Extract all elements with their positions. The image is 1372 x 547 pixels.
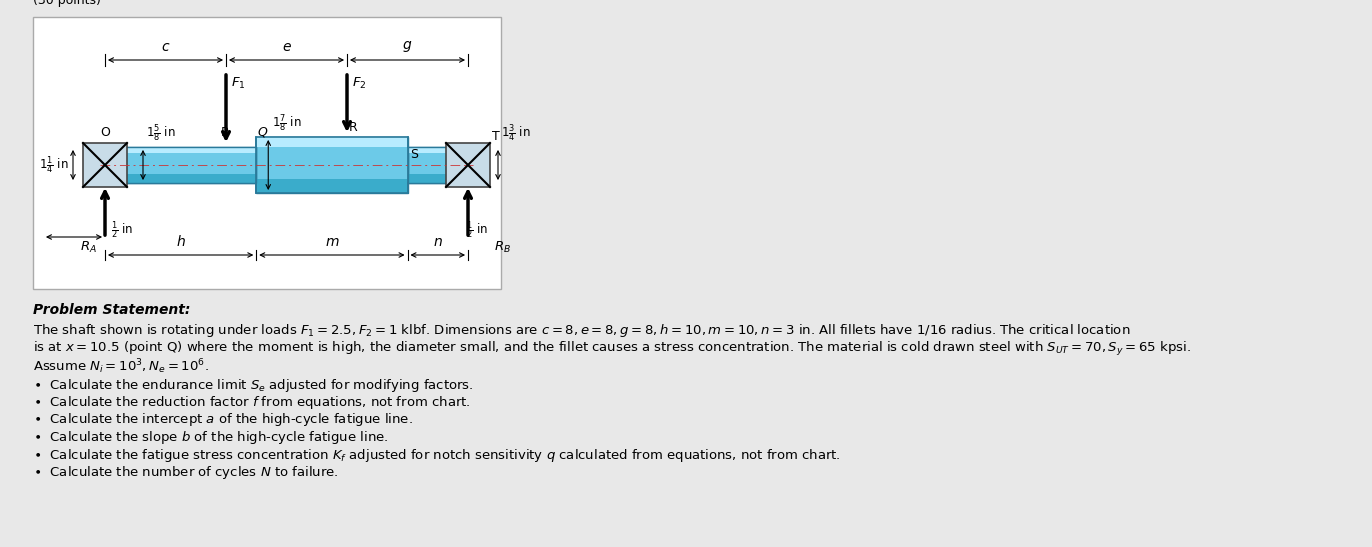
Bar — [407, 174, 468, 183]
Bar — [257, 179, 407, 193]
Text: $\bullet$  Calculate the intercept $a$ of the high-cycle fatigue line.: $\bullet$ Calculate the intercept $a$ of… — [33, 411, 413, 428]
Bar — [257, 137, 407, 193]
Text: $R_B$: $R_B$ — [494, 240, 510, 255]
Text: $\bullet$  Calculate the slope $b$ of the high-cycle fatigue line.: $\bullet$ Calculate the slope $b$ of the… — [33, 429, 388, 446]
Bar — [33, 17, 501, 289]
Text: $\bullet$  Calculate the reduction factor $f$ from equations, not from chart.: $\bullet$ Calculate the reduction factor… — [33, 394, 471, 411]
Bar — [106, 147, 257, 183]
Bar — [407, 147, 468, 183]
Text: Assume $N_i = 10^3, N_e = 10^6$.: Assume $N_i = 10^3, N_e = 10^6$. — [33, 357, 209, 376]
Text: $1\frac{1}{4}$ in: $1\frac{1}{4}$ in — [40, 154, 69, 176]
Bar — [446, 143, 490, 187]
Text: $g$: $g$ — [402, 39, 413, 54]
Text: S: S — [410, 148, 418, 161]
Text: $1\frac{7}{8}$ in: $1\frac{7}{8}$ in — [272, 112, 302, 134]
Bar — [106, 174, 257, 183]
Text: $Q$: $Q$ — [258, 125, 269, 139]
Text: $\frac{1}{2}$ in: $\frac{1}{2}$ in — [466, 219, 488, 241]
Text: $\bullet$  Calculate the number of cycles $N$ to failure.: $\bullet$ Calculate the number of cycles… — [33, 464, 339, 481]
Bar — [106, 147, 257, 183]
Text: O: O — [100, 126, 110, 139]
Text: $\bullet$  Calculate the fatigue stress concentration $K_f$ adjusted for notch s: $\bullet$ Calculate the fatigue stress c… — [33, 446, 841, 463]
Bar — [407, 147, 468, 183]
Text: $F_1$: $F_1$ — [230, 76, 246, 91]
Text: The shaft shown is rotating under loads $F_1 = 2.5, F_2 = 1$ klbf. Dimensions ar: The shaft shown is rotating under loads … — [33, 322, 1131, 339]
Bar — [82, 143, 128, 187]
Text: is at $x = 10.5$ (point Q) where the moment is high, the diameter small, and the: is at $x = 10.5$ (point Q) where the mom… — [33, 340, 1191, 358]
Text: $1\frac{5}{8}$ in: $1\frac{5}{8}$ in — [145, 123, 176, 144]
Text: $n$: $n$ — [432, 235, 443, 249]
Text: $1\frac{3}{4}$ in: $1\frac{3}{4}$ in — [501, 123, 531, 144]
Text: $h$: $h$ — [176, 234, 185, 249]
Bar — [106, 147, 257, 153]
Text: $F_2$: $F_2$ — [353, 76, 366, 91]
Text: $c$: $c$ — [161, 40, 170, 54]
Text: $e$: $e$ — [281, 40, 291, 54]
Text: R: R — [348, 121, 358, 134]
Text: $R_A$: $R_A$ — [80, 240, 97, 255]
Bar — [257, 137, 407, 147]
Bar — [257, 137, 407, 193]
Text: P: P — [221, 126, 228, 139]
Text: $\frac{1}{2}$ in: $\frac{1}{2}$ in — [111, 219, 133, 241]
Bar — [407, 147, 468, 153]
Text: $m$: $m$ — [325, 235, 339, 249]
Text: $\bullet$  Calculate the endurance limit $S_e$ adjusted for modifying factors.: $\bullet$ Calculate the endurance limit … — [33, 376, 473, 393]
Text: (30 points): (30 points) — [33, 0, 102, 7]
Text: T: T — [493, 130, 499, 143]
Text: Problem Statement:: Problem Statement: — [33, 303, 191, 317]
